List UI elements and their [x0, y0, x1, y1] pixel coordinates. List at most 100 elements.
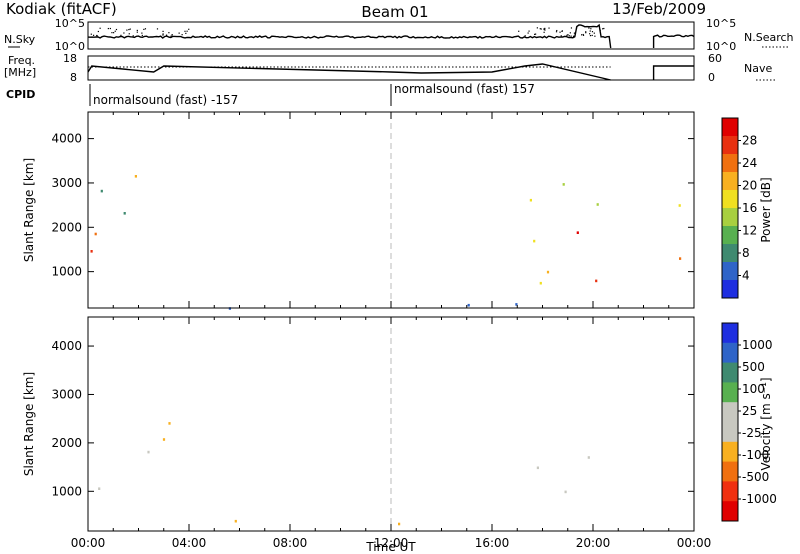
nsky-label: N.Sky: [4, 33, 36, 46]
scatter-cell: [539, 281, 542, 285]
noise-search-dot: [555, 31, 558, 33]
noise-search-dot: [132, 35, 134, 37]
noise-search-dot: [536, 27, 538, 29]
noise-search-dot: [186, 30, 188, 32]
freq-tick-bottom: 8: [70, 71, 77, 84]
noise-search-dot: [162, 34, 164, 36]
colorbar-swatch: [722, 190, 738, 209]
noise-search-dot: [528, 30, 530, 32]
colorbar-swatch: [722, 154, 738, 173]
freq-label: Freq.: [8, 54, 35, 67]
power-colorbar-label: Power [dB]: [759, 177, 773, 242]
colorbar-swatch: [722, 501, 738, 522]
colorbar-swatch: [722, 461, 738, 482]
colorbar-tick-label: -1000: [742, 492, 777, 506]
noise-search-dot: [129, 28, 131, 30]
x-tick-label: 00:00: [677, 536, 712, 550]
colorbar-swatch: [722, 342, 738, 364]
colorbar-swatch: [722, 362, 738, 383]
noise-search-dot: [128, 28, 130, 31]
noise-search-dot: [585, 32, 587, 34]
noise-search-dot: [590, 28, 592, 30]
colorbar-tick-label: 24: [742, 156, 757, 170]
noise-search-dot: [588, 27, 590, 29]
noise-search-dot: [566, 34, 568, 36]
noise-search-dot: [585, 31, 587, 33]
freq-tick-top: 18: [63, 52, 77, 65]
colorbar-tick-label: -25: [742, 426, 762, 440]
colorbar-tick-label: 8: [742, 246, 750, 260]
colorbar-tick-label: 100: [742, 382, 765, 396]
noise-search-dot: [123, 32, 125, 34]
freq-line: [87, 63, 611, 81]
noise-search-dot: [543, 31, 545, 33]
noise-search-dot: [568, 35, 570, 37]
noise-tick-left-bottom: 10^0: [55, 40, 85, 53]
x-tick-label: 08:00: [273, 536, 308, 550]
noise-search-dot: [534, 33, 537, 35]
scatter-cell: [529, 198, 532, 202]
cpid-segment-0: normalsound (fast) -157: [93, 93, 238, 107]
noise-tick-right-top: 10^5: [706, 17, 736, 30]
noise-search-dot: [559, 31, 561, 33]
x-tick-label: 20:00: [576, 536, 611, 550]
x-tick-label: 00:00: [71, 536, 106, 550]
colorbar-tick-label: 25: [742, 404, 757, 418]
velocity-ylabel: Slant Range [km]: [22, 372, 36, 476]
power-y-ticks: 1000 2000 3000 4000: [51, 132, 694, 279]
scatter-cell: [147, 450, 150, 454]
velocity-colorbar: -1000 -500 -100 -25 25 100 500 1000: [721, 322, 777, 522]
noise-search-dot: [143, 28, 145, 31]
y-tick-label: 3000: [51, 176, 82, 190]
cpid-segment-1: normalsound (fast) 157: [394, 82, 535, 96]
noise-search-dot: [524, 35, 526, 37]
noise-search-dot: [575, 27, 578, 29]
nave-tick-top: 60: [708, 52, 722, 65]
colorbar-swatch: [722, 280, 738, 299]
y-tick-label: 2000: [51, 220, 82, 234]
colorbar-tick-label: 12: [742, 224, 757, 238]
velocity-y-ticks: 1000 2000 3000 4000: [51, 339, 694, 498]
noise-search-dot: [107, 27, 109, 30]
noise-search-dot: [543, 28, 545, 30]
colorbar-swatch: [722, 172, 738, 191]
scatter-cell: [576, 231, 579, 234]
scatter-cell: [134, 175, 137, 178]
colorbar-tick-label: -500: [742, 470, 769, 484]
noise-search-dot: [548, 27, 550, 29]
noise-search-dot: [168, 32, 170, 34]
colorbar-swatch: [722, 244, 738, 263]
cpid-label: CPID: [6, 88, 35, 101]
noise-search-dot: [570, 27, 573, 29]
noise-search-dot: [540, 28, 542, 30]
y-tick-label: 1000: [51, 265, 82, 279]
noise-search-dot: [120, 34, 122, 36]
noise-search-dot: [90, 33, 92, 35]
colorbar-tick-label: 1000: [742, 338, 773, 352]
y-tick-label: 4000: [51, 339, 82, 353]
scatter-cell: [90, 250, 93, 253]
colorbar-swatch: [722, 226, 738, 245]
noise-search-dot: [544, 27, 546, 30]
noise-search-dot: [188, 28, 190, 30]
beam-title: Beam 01: [361, 3, 428, 21]
noise-search-dot: [141, 32, 143, 34]
scatter-cell: [533, 239, 536, 243]
colorbar-swatch: [722, 382, 738, 403]
noise-search-dot: [569, 32, 571, 34]
noise-search-dot: [599, 29, 601, 31]
noise-search-dot: [591, 31, 594, 33]
scatter-cell: [595, 279, 598, 283]
noise-search-dot: [97, 30, 99, 33]
noise-search-dot: [162, 30, 164, 33]
scatter-cell: [596, 203, 599, 206]
scatter-cell: [234, 519, 237, 523]
noise-search-dot: [99, 27, 101, 29]
noise-search-dot: [574, 33, 576, 35]
freq-trace: [87, 63, 694, 81]
noise-search-dot: [603, 27, 605, 30]
power-colorbar: 4 8 12 16 20 24 28: [721, 117, 757, 299]
velocity-x-ticks: 00:00 04:00 08:00 12:00 16:00 20:00 00:00: [71, 317, 712, 550]
colorbar-tick-label: 16: [742, 201, 757, 215]
scatter-cell: [587, 456, 590, 459]
